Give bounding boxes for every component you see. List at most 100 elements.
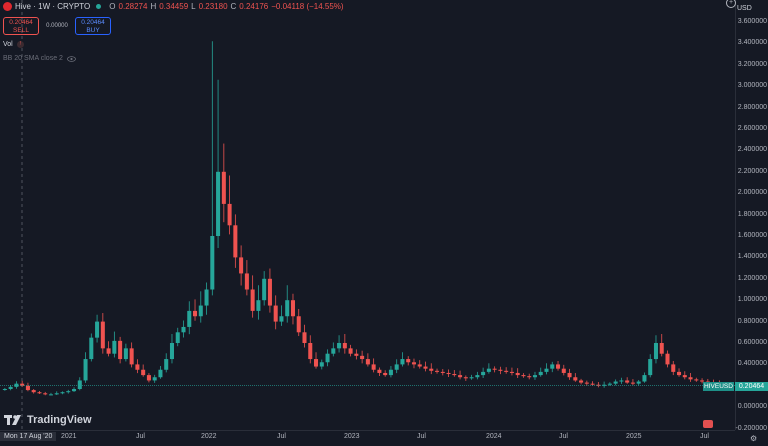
- open-value: 0.28274: [118, 2, 148, 11]
- candle-body: [244, 273, 249, 290]
- candle-body: [458, 375, 463, 378]
- candle-body: [66, 391, 71, 393]
- watermark-text: TradingView: [27, 414, 92, 426]
- candle-body: [267, 278, 272, 306]
- hive-logo-icon: [3, 2, 12, 11]
- candle-body: [377, 369, 382, 373]
- candle-body: [694, 379, 699, 381]
- market-open-icon: [96, 4, 102, 9]
- change-value: −0.04118 (−14.55%): [271, 2, 344, 11]
- price-tick-label: 1.800000: [737, 210, 767, 218]
- candle-body: [406, 359, 411, 363]
- candle-body: [325, 353, 330, 363]
- candle-body: [360, 355, 365, 360]
- time-tick-label: Jul: [417, 433, 426, 440]
- candle-body: [60, 392, 65, 394]
- candle-body: [37, 392, 42, 394]
- currency-label[interactable]: USD: [737, 5, 752, 12]
- candle-body: [688, 377, 693, 380]
- price-chart[interactable]: [0, 0, 735, 430]
- candle-body: [169, 343, 174, 360]
- time-tick-label: 2025: [626, 433, 642, 440]
- low-label: L: [191, 2, 196, 11]
- eye-icon[interactable]: [67, 55, 76, 62]
- candle-body: [296, 316, 301, 333]
- candle-body: [371, 364, 376, 370]
- candle-body: [665, 353, 670, 365]
- candle-body: [630, 382, 635, 384]
- candle-body: [210, 236, 215, 290]
- candle-body: [273, 305, 278, 322]
- candle-body: [319, 362, 324, 367]
- symbol-price-tag: HIVEUSD: [703, 382, 734, 391]
- price-tick-label: 2.400000: [737, 146, 767, 154]
- candle-body: [354, 353, 359, 356]
- symbol-title[interactable]: Hive · 1W · CRYPTO: [15, 2, 91, 11]
- candle-body: [504, 370, 509, 372]
- candle-body: [31, 390, 36, 393]
- price-tick-label: 3.400000: [737, 39, 767, 47]
- candle-body: [435, 370, 440, 372]
- candle-body: [2, 389, 7, 391]
- bollinger-indicator-legend[interactable]: BB 20 SMA close 2: [3, 55, 76, 62]
- price-tick-label: 1.000000: [737, 296, 767, 304]
- candle-body: [400, 359, 405, 365]
- candle-body: [216, 171, 221, 236]
- candle-body: [619, 380, 624, 382]
- time-tick-label: 2022: [201, 433, 217, 440]
- candle-body: [118, 340, 123, 360]
- candle-body: [77, 380, 82, 390]
- volume-label: Vol: [3, 41, 13, 48]
- candle-body: [527, 376, 532, 378]
- candle-body: [452, 374, 457, 376]
- candle-body: [429, 368, 434, 371]
- candle-body: [262, 278, 267, 301]
- sell-button[interactable]: 0.20464 SELL: [3, 17, 39, 35]
- candle-body: [463, 377, 468, 379]
- candle-body: [83, 359, 88, 381]
- time-tick-label: Jul: [136, 433, 145, 440]
- candle-body: [625, 380, 630, 383]
- price-tick-label: 1.200000: [737, 274, 767, 282]
- settings-icon[interactable]: ⚙: [750, 434, 758, 443]
- candle-body: [469, 377, 474, 379]
- sell-price: 0.20464: [9, 19, 33, 26]
- candle-body: [440, 371, 445, 373]
- us-flag-icon[interactable]: [703, 420, 713, 428]
- last-price-tag: 0.20464: [735, 382, 768, 391]
- candle-body: [285, 300, 290, 317]
- candle-body: [193, 310, 198, 317]
- candle-body: [388, 369, 393, 376]
- spread-value: 0.00000: [46, 23, 68, 29]
- candle-body: [256, 300, 261, 311]
- candle-body: [538, 371, 543, 376]
- candle-body: [198, 305, 203, 317]
- alert-icon[interactable]: !: [16, 41, 24, 48]
- price-tick-label: 1.400000: [737, 253, 767, 261]
- candle-body: [573, 377, 578, 381]
- low-value: 0.23180: [198, 2, 228, 11]
- candle-body: [423, 366, 428, 369]
- candle-body: [279, 316, 284, 322]
- buy-button[interactable]: 0.20464 BUY: [75, 17, 111, 35]
- candle-body: [54, 393, 59, 395]
- candle-body: [112, 340, 117, 354]
- candle-body: [417, 364, 422, 367]
- candle-body: [556, 364, 561, 369]
- candle-body: [700, 380, 705, 382]
- time-axis[interactable]: 2021 Jul 2022 Jul 2023 Jul 2024 Jul 2025 Jul: [0, 430, 735, 446]
- time-tick-label: Jul: [700, 433, 709, 440]
- price-axis[interactable]: 3.600000 3.400000 3.200000 3.000000 2.800000…: [735, 0, 768, 432]
- candle-body: [365, 359, 370, 365]
- open-label: O: [109, 2, 116, 11]
- tradingview-watermark: TradingView: [4, 414, 92, 426]
- candle-body: [653, 343, 658, 360]
- price-tick-label: 1.600000: [737, 232, 767, 239]
- volume-indicator-legend[interactable]: Vol !: [3, 41, 24, 48]
- candle-body: [492, 368, 497, 370]
- price-tick-label: 2.800000: [737, 103, 767, 111]
- price-tick-label: 3.000000: [737, 82, 767, 90]
- add-icon[interactable]: +: [726, 0, 736, 8]
- crosshair-date-label: Mon 17 Aug '20: [0, 432, 57, 441]
- candle-body: [146, 375, 151, 381]
